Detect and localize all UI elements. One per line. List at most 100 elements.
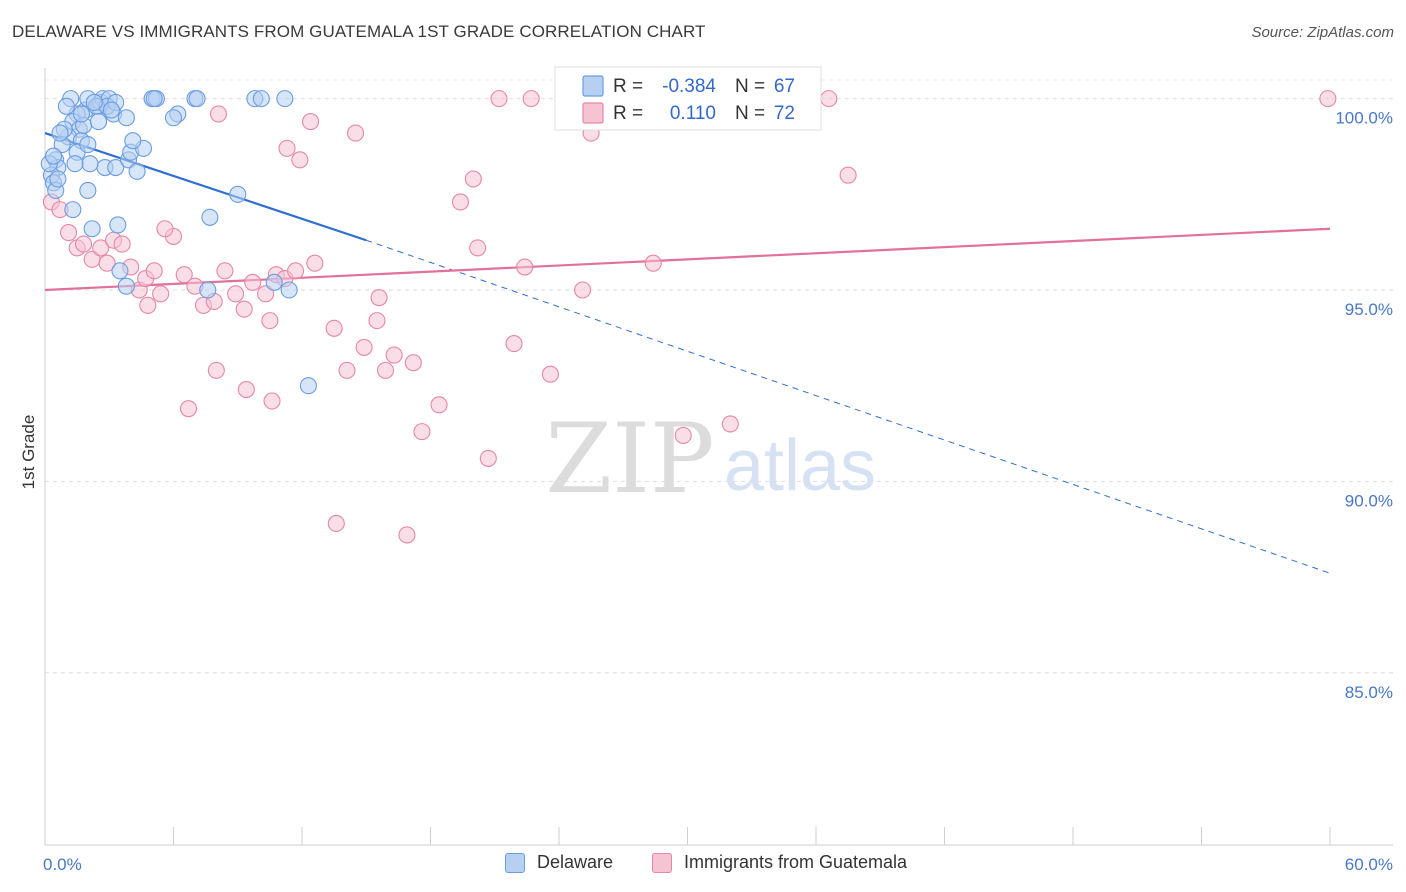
guatemala-point xyxy=(404,354,422,372)
guatemala-point xyxy=(291,151,309,169)
guatemala-point xyxy=(1319,90,1337,108)
delaware-point xyxy=(51,124,69,142)
delaware-point xyxy=(102,101,120,119)
y-axis-label: 1st Grade xyxy=(19,415,38,490)
delaware-point xyxy=(201,208,219,226)
legend-n-value-1: 67 xyxy=(774,76,795,97)
guatemala-point xyxy=(430,396,448,414)
x-tick-label: 0.0% xyxy=(43,855,82,874)
guatemala-point xyxy=(505,335,523,353)
delaware-point xyxy=(265,273,283,291)
delaware-point xyxy=(49,170,67,188)
guatemala-point xyxy=(541,365,559,383)
legend-item-delaware[interactable]: Delaware xyxy=(505,852,613,873)
legend-swatch-delaware xyxy=(582,75,604,97)
delaware-point xyxy=(89,113,108,131)
legend-item-guatemala[interactable]: Immigrants from Guatemala xyxy=(652,852,907,873)
legend-r-value-2: 0.110 xyxy=(670,103,716,124)
guatemala-point xyxy=(216,262,234,280)
guatemala-trend-line xyxy=(44,227,1331,292)
delaware-point xyxy=(199,281,217,299)
legend-swatch-guatemala xyxy=(582,102,604,124)
legend-n-label-2: N = xyxy=(735,103,765,124)
guatemala-point xyxy=(820,90,838,108)
guatemala-point xyxy=(464,170,482,188)
guatemala-point xyxy=(346,124,365,142)
guatemala-point xyxy=(479,449,497,467)
delaware-point xyxy=(79,136,97,154)
delaware-trend-line xyxy=(44,132,367,242)
y-tick-label: 85.0% xyxy=(1345,683,1393,702)
guatemala-point xyxy=(235,300,253,318)
guatemala-point xyxy=(60,224,78,242)
legend-r-label-1: R = xyxy=(613,76,643,97)
delaware-point xyxy=(107,158,125,177)
delaware-point xyxy=(164,109,183,127)
delaware-point xyxy=(124,132,142,150)
guatemala-point xyxy=(338,361,356,379)
guatemala-point xyxy=(355,338,373,356)
delaware-point xyxy=(128,162,146,180)
legend-n-label-1: N = xyxy=(735,76,765,97)
axes xyxy=(44,68,1393,846)
guatemala-point xyxy=(451,193,470,211)
delaware-point xyxy=(117,109,135,127)
correlation-legend: R = -0.384 N = 67 R = 0.110 N = 72 xyxy=(554,66,822,131)
guatemala-point xyxy=(839,166,857,184)
delaware-point xyxy=(188,90,206,108)
guatemala-point xyxy=(413,423,431,441)
guatemala-point xyxy=(244,273,262,291)
delaware-point xyxy=(66,155,84,173)
x-tick-labels: 0.0% 60.0% xyxy=(43,855,1393,874)
grid-lines xyxy=(45,79,1393,674)
guatemala-point xyxy=(152,285,170,303)
watermark-zip: ZIP xyxy=(545,403,714,515)
guatemala-point xyxy=(574,281,592,299)
guatemala-point xyxy=(227,285,245,303)
x-tick-label: 60.0% xyxy=(1345,855,1393,874)
delaware-point xyxy=(111,262,129,280)
guatemala-swatch xyxy=(652,852,672,873)
series-legend: Delaware Immigrants from Guatemala xyxy=(0,848,1406,880)
source-label: Source: ZipAtlas.com xyxy=(1251,24,1394,41)
guatemala-point xyxy=(522,90,540,108)
y-tick-label: 95.0% xyxy=(1345,300,1393,319)
guatemala-point xyxy=(237,380,255,399)
delaware-point xyxy=(117,277,135,295)
guatemala-point xyxy=(490,90,508,108)
delaware-point xyxy=(229,185,247,203)
delaware-point xyxy=(45,147,63,165)
y-tick-labels: 85.0% 90.0% 95.0% 100.0% xyxy=(1335,109,1393,702)
delaware-point xyxy=(145,90,163,108)
delaware-point xyxy=(276,90,294,108)
guatemala-point xyxy=(113,235,131,253)
guatemala-point xyxy=(644,254,662,272)
delaware-point xyxy=(85,93,103,111)
delaware-point xyxy=(83,220,101,238)
guatemala-point xyxy=(156,220,174,238)
guatemala-point xyxy=(306,254,324,272)
guatemala-point xyxy=(721,415,739,433)
delaware-point xyxy=(252,90,270,108)
delaware-point xyxy=(280,281,298,299)
guatemala-point xyxy=(75,235,93,253)
guatemala-point xyxy=(516,258,534,276)
guatemala-point xyxy=(261,312,279,330)
guatemala-point xyxy=(92,239,110,257)
delaware-point xyxy=(109,216,127,234)
guatemala-point xyxy=(257,285,275,303)
legend-r-value-1: -0.384 xyxy=(662,76,716,97)
guatemala-point xyxy=(145,262,163,280)
legend-n-value-2: 72 xyxy=(774,103,795,124)
guatemala-point xyxy=(287,262,305,280)
guatemala-point xyxy=(98,254,116,272)
delaware-point xyxy=(64,201,82,219)
legend-label-delaware: Delaware xyxy=(537,852,614,872)
guatemala-point xyxy=(325,319,343,337)
guatemala-point xyxy=(469,239,487,257)
guatemala-point xyxy=(179,400,198,418)
delaware-point xyxy=(72,105,90,123)
delaware-point xyxy=(57,97,75,115)
guatemala-point xyxy=(398,526,416,544)
guatemala-point xyxy=(278,139,296,157)
